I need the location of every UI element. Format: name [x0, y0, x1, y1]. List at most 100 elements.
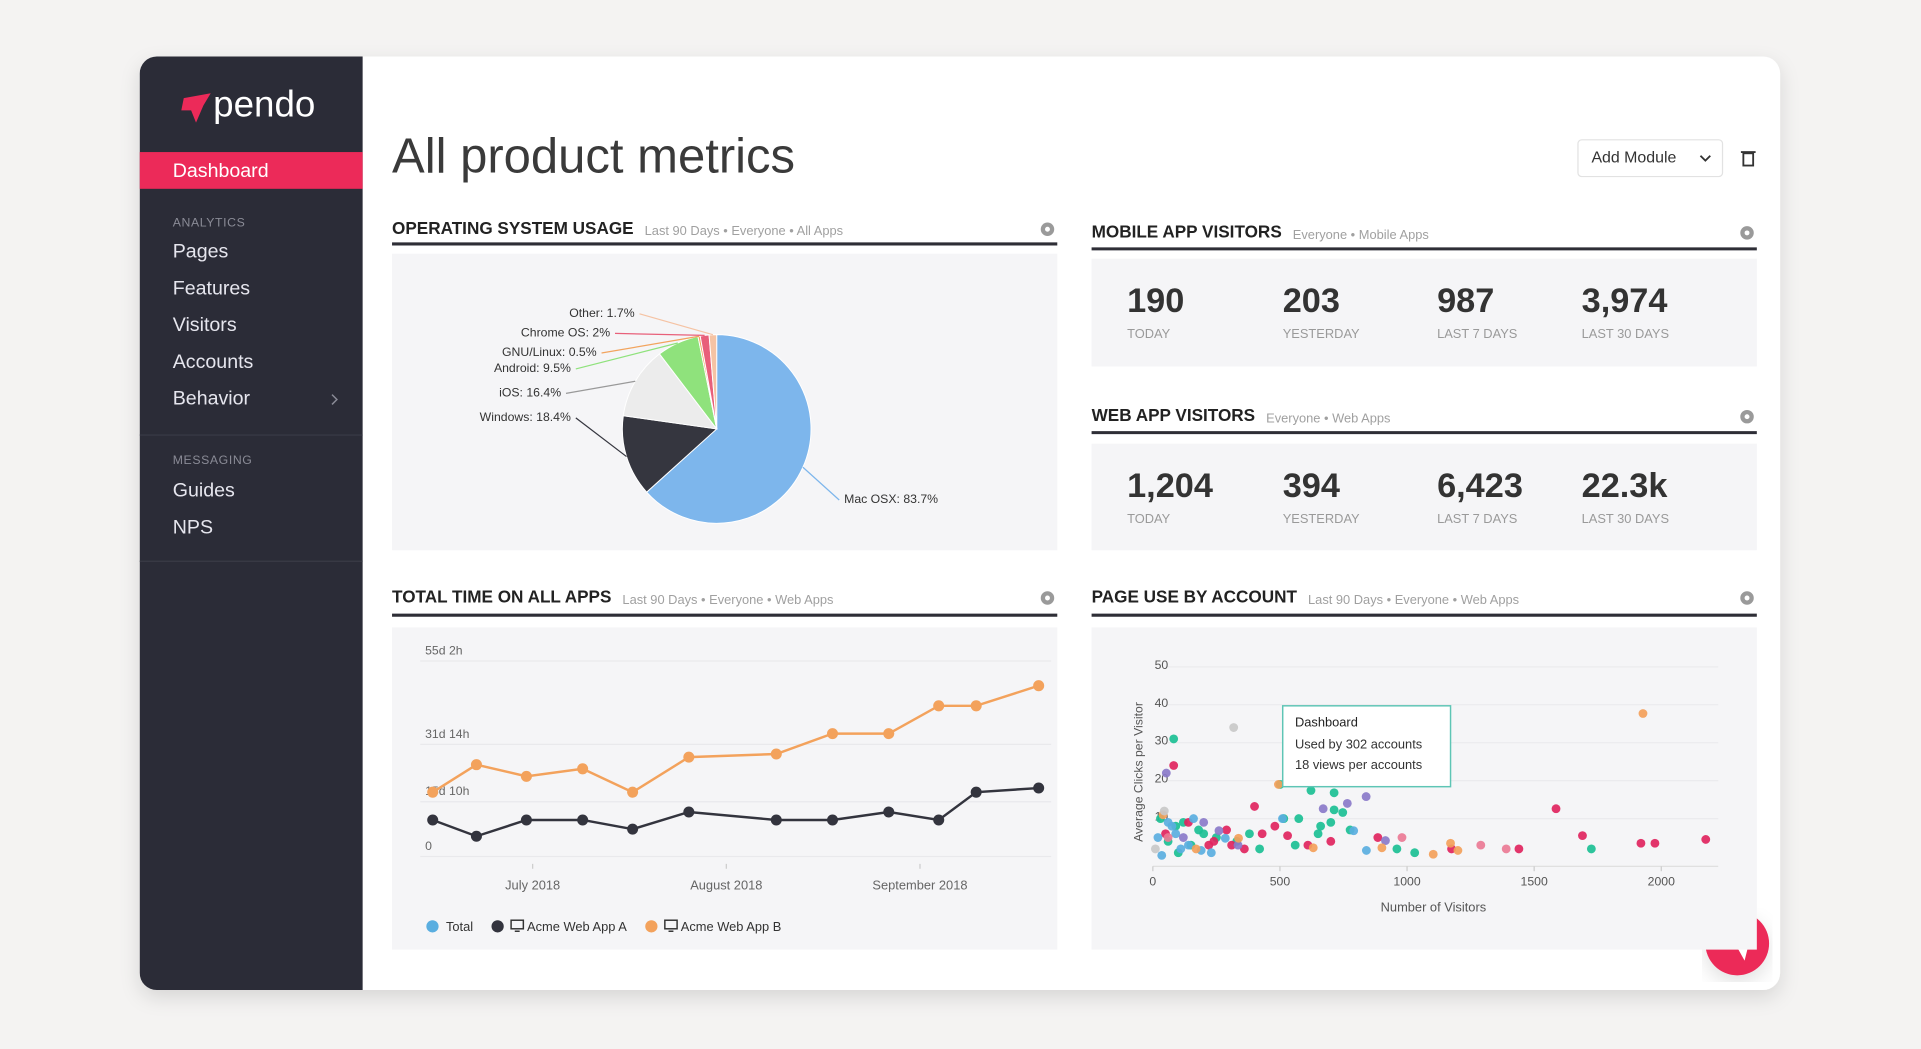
- panel-title: OPERATING SYSTEM USAGE: [392, 218, 634, 238]
- y-axis-label: Average Clicks per Visitor: [1132, 702, 1146, 842]
- logo: pendo: [213, 83, 315, 124]
- logo-mark: [181, 93, 211, 123]
- scatter-point: [1294, 814, 1304, 823]
- page-title: All product metrics: [392, 129, 795, 183]
- pie-slice: [645, 334, 812, 524]
- scatter-point: [1189, 814, 1198, 823]
- line-series: [432, 786, 1039, 838]
- leader-line: [639, 313, 714, 336]
- pie-label: Mac OSX: 83.7%: [844, 492, 938, 506]
- y-tick-label: 31d 14h: [425, 727, 469, 741]
- line-point: [520, 814, 532, 826]
- nav-item[interactable]: Visitors: [173, 314, 237, 336]
- nav-item[interactable]: Features: [173, 277, 251, 299]
- stat-label: YESTERDAY: [1283, 511, 1360, 526]
- nav-heading: ANALYTICS: [173, 215, 246, 229]
- scatter-point: [1377, 843, 1387, 853]
- leader-line: [601, 335, 700, 354]
- x-tick-label: September 2018: [872, 877, 967, 892]
- line-series: [432, 684, 1040, 794]
- scatter-point: [1361, 792, 1371, 801]
- button-label[interactable]: Add Module: [1591, 149, 1676, 166]
- x-tick-label: 0: [1149, 874, 1156, 888]
- stat-label: LAST 7 DAYS: [1437, 326, 1517, 341]
- gear-hole: [1045, 595, 1050, 601]
- x-tick-label: 500: [1270, 874, 1291, 888]
- scatter-point: [1373, 833, 1383, 842]
- nav-item[interactable]: Guides: [173, 480, 235, 502]
- scatter-point: [1169, 734, 1179, 744]
- tooltip-title: Dashboard: [1295, 714, 1358, 729]
- scatter-point: [1650, 838, 1660, 848]
- scatter-point: [1316, 821, 1326, 831]
- scatter-point: [1229, 723, 1239, 732]
- scatter-point: [1167, 821, 1177, 831]
- scatter-point: [1245, 829, 1254, 839]
- line-point: [827, 814, 839, 826]
- scatter-point: [1161, 768, 1171, 778]
- y-tick-label: 30: [1155, 734, 1169, 748]
- nav-item[interactable]: NPS: [173, 516, 213, 538]
- pie-slice: [622, 353, 718, 430]
- scatter-point: [1239, 844, 1249, 854]
- legend-swatch: [491, 920, 504, 933]
- scatter-point: [1184, 840, 1193, 850]
- panel-subtitle: Last 90 Days • Everyone • Web Apps: [1308, 592, 1519, 607]
- panel-title: TOTAL TIME ON ALL APPS: [392, 587, 611, 607]
- line-point: [770, 814, 782, 826]
- nav-item[interactable]: Pages: [173, 241, 229, 263]
- x-tick-label: 1000: [1393, 874, 1420, 888]
- nav-heading: MESSAGING: [173, 453, 253, 467]
- scatter-point: [1178, 833, 1188, 842]
- line-point: [970, 786, 982, 798]
- panel-subtitle: Last 90 Days • Everyone • Web Apps: [622, 592, 833, 607]
- nav-item[interactable]: Behavior: [173, 388, 251, 410]
- active-nav-bg: [139, 152, 363, 189]
- legend-label: Acme Web App B: [681, 919, 782, 934]
- pie-slice: [621, 415, 718, 493]
- y-tick-label: 0: [425, 839, 432, 853]
- scatter-point: [1306, 786, 1316, 795]
- x-tick-label: 2000: [1648, 874, 1675, 888]
- add-module-button[interactable]: [1577, 139, 1724, 178]
- line-point: [1033, 782, 1045, 794]
- stat-value: 190: [1127, 282, 1184, 320]
- scatter-point: [1206, 848, 1216, 858]
- trash-icon[interactable]: [1740, 151, 1756, 167]
- scatter-point: [1410, 848, 1420, 858]
- x-tick-label: 1500: [1521, 874, 1548, 888]
- stat-label: TODAY: [1127, 326, 1171, 341]
- pie-label: Android: 9.5%: [494, 361, 571, 375]
- line-point: [770, 748, 782, 760]
- line-point: [427, 786, 439, 798]
- panel-title: WEB APP VISITORS: [1092, 405, 1256, 425]
- line-point: [627, 823, 639, 835]
- line-point: [577, 814, 589, 826]
- scatter-point: [1222, 825, 1231, 835]
- line-point: [883, 806, 895, 818]
- legend-swatch: [426, 920, 439, 933]
- scatter-point: [1586, 844, 1596, 854]
- scatter-point: [1361, 846, 1371, 855]
- line-point: [933, 814, 945, 826]
- scatter-point: [1199, 817, 1209, 827]
- gear-hole: [1744, 414, 1750, 420]
- scatter-point: [1313, 829, 1323, 839]
- scatter-point: [1169, 761, 1179, 770]
- scatter-point: [1176, 844, 1186, 854]
- stat-label: LAST 30 DAYS: [1582, 511, 1669, 526]
- chevron: [331, 394, 338, 405]
- scatter-point: [1233, 840, 1243, 850]
- monitor-icon: [510, 919, 525, 930]
- scatter-point: [1349, 826, 1359, 836]
- panel-body: [392, 627, 1058, 950]
- panel-subtitle: Everyone • Web Apps: [1266, 411, 1390, 426]
- pie-label: Other: 1.7%: [569, 306, 634, 320]
- y-tick-label: 50: [1155, 658, 1169, 672]
- stat-value: 987: [1437, 282, 1494, 320]
- scatter-point: [1290, 840, 1300, 850]
- nav-item[interactable]: Dashboard: [173, 160, 269, 182]
- x-tick-label: August 2018: [690, 877, 762, 892]
- nav-item[interactable]: Accounts: [173, 351, 254, 373]
